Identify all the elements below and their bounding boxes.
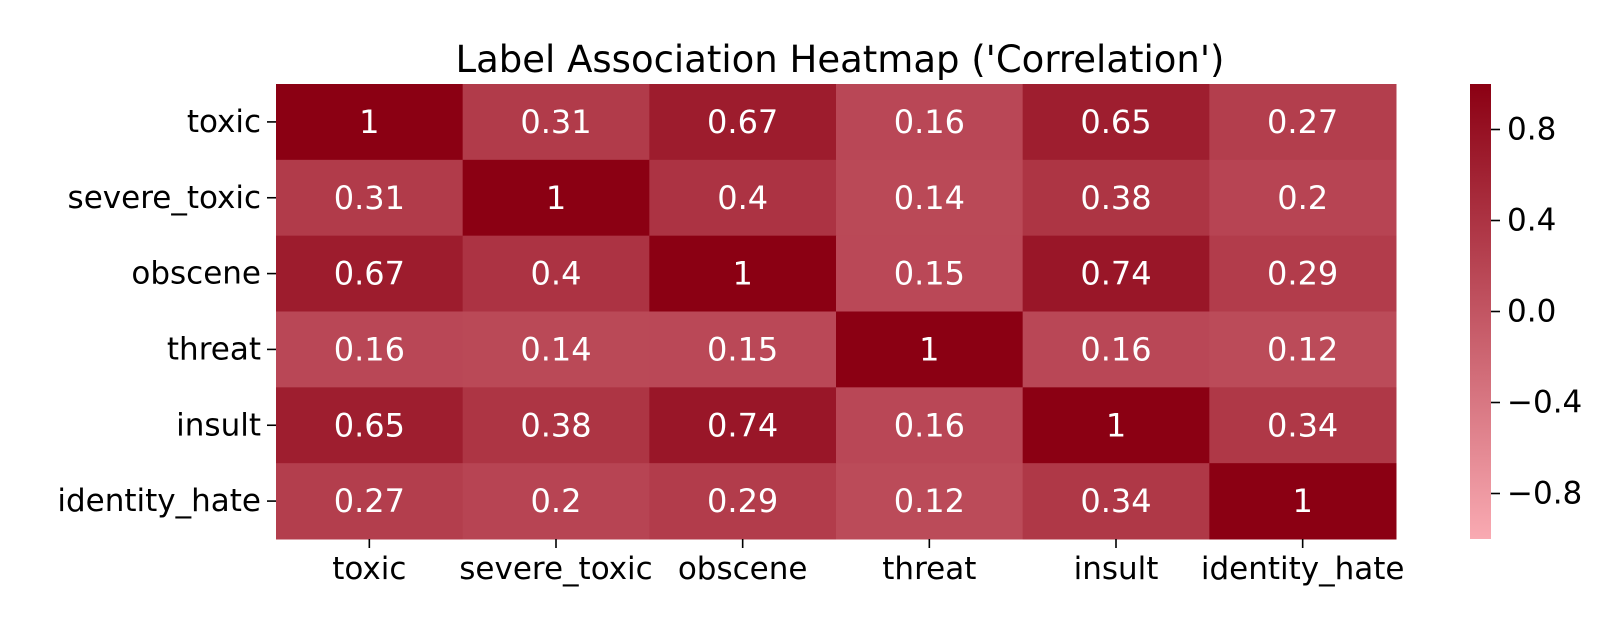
x-tick-label: toxic	[332, 551, 406, 587]
heatmap-cell	[462, 387, 650, 464]
colorbar-tick-label: 0.4	[1507, 203, 1556, 239]
heatmap-cell	[1022, 235, 1210, 312]
chart-title: Label Association Heatmap ('Correlation'…	[456, 38, 1225, 81]
x-axis: toxic severe_toxic obscene threat insult iden…	[332, 539, 1404, 587]
y-tick-label: threat	[167, 331, 261, 367]
heatmap-cell-label: 0.29	[707, 482, 778, 520]
heatmap-cell	[1022, 463, 1210, 540]
heatmap-cell-label: 0.31	[334, 179, 405, 217]
colorbar-tick-label: 0.0	[1507, 294, 1556, 330]
heatmap-cell	[1022, 159, 1210, 237]
heatmap-cell-label: 0.2	[1277, 179, 1328, 217]
heatmap-cell	[1209, 235, 1397, 312]
heatmap-cell	[276, 463, 464, 540]
heatmap-cell-label: 0.4	[531, 255, 582, 293]
heatmap-cell	[462, 159, 650, 237]
heatmap-cell	[649, 463, 837, 540]
heatmap-cell-label: 0.12	[894, 482, 965, 520]
colorbar: 0.8 0.4 0.0 −0.4 −0.8	[1470, 84, 1582, 539]
heatmap-cell-label: 0.38	[1080, 179, 1151, 217]
heatmap-cell-label: 1	[1292, 482, 1312, 520]
heatmap-cell	[276, 84, 464, 161]
colorbar-gradient	[1470, 84, 1491, 539]
y-tick-label: insult	[176, 407, 261, 443]
heatmap-cell	[836, 84, 1024, 161]
heatmap-cell-label: 0.38	[520, 406, 591, 444]
heatmap-cell-label: 0.15	[707, 330, 778, 368]
heatmap-cell-label: 0.34	[1080, 482, 1151, 520]
x-tick-label: insult	[1074, 551, 1159, 587]
heatmap-cell	[836, 387, 1024, 464]
heatmap-cell-label: 1	[359, 103, 379, 141]
heatmap-cell	[276, 387, 464, 464]
heatmap-cell-label: 0.27	[1267, 103, 1338, 141]
heatmap-cell-label: 0.16	[894, 406, 965, 444]
heatmap-cell	[462, 84, 650, 161]
heatmap-cell	[462, 311, 650, 388]
heatmap-cell	[1209, 311, 1397, 388]
heatmap-cell-label: 1	[732, 255, 752, 293]
heatmap-cell	[1022, 311, 1210, 388]
heatmap-cell-label: 0.29	[1267, 255, 1338, 293]
y-tick-label: obscene	[131, 256, 261, 292]
heatmap-cell-label: 1	[546, 179, 566, 217]
heatmap-cell	[836, 235, 1024, 312]
heatmap-cell-label: 0.4	[717, 179, 768, 217]
heatmap-cell	[649, 159, 837, 237]
heatmap-cell	[1209, 387, 1397, 464]
heatmap-cell-label: 0.2	[531, 482, 582, 520]
x-tick-label: obscene	[678, 551, 808, 587]
heatmap-cell-label: 0.31	[520, 103, 591, 141]
heatmap-cell-label: 0.65	[1080, 103, 1151, 141]
heatmap-cell	[462, 463, 650, 540]
heatmap-cell	[1209, 159, 1397, 237]
heatmap-cell-label: 0.16	[334, 330, 405, 368]
heatmap-cell-label: 0.27	[334, 482, 405, 520]
heatmap-cell	[649, 235, 837, 312]
colorbar-tick-label: −0.8	[1507, 476, 1582, 512]
heatmap-cell-label: 0.14	[520, 330, 591, 368]
heatmap-cell	[649, 387, 837, 464]
heatmap-cell-label: 0.15	[894, 255, 965, 293]
x-tick-label: threat	[882, 551, 976, 587]
heatmap-cell-label: 0.16	[894, 103, 965, 141]
heatmap-cell-label: 0.12	[1267, 330, 1338, 368]
heatmap-cell	[836, 159, 1024, 237]
heatmap-cell-label: 0.67	[707, 103, 778, 141]
heatmap-cell-label: 0.74	[1080, 255, 1151, 293]
heatmap-cell-label: 0.34	[1267, 406, 1338, 444]
heatmap-cell	[649, 311, 837, 388]
heatmap-cell	[1209, 84, 1397, 161]
heatmap-cell	[276, 159, 464, 237]
heatmap-cell	[276, 235, 464, 312]
heatmap-cell	[1022, 84, 1210, 161]
colorbar-tick-label: −0.4	[1507, 385, 1582, 421]
heatmap-cell	[836, 311, 1024, 388]
y-tick-label: toxic	[187, 104, 261, 140]
heatmap-cell-label: 0.16	[1080, 330, 1151, 368]
heatmap-cells	[276, 84, 1397, 540]
heatmap-cell-label: 0.65	[334, 406, 405, 444]
colorbar-tick-label: 0.8	[1507, 112, 1556, 148]
heatmap-cell	[1209, 463, 1397, 540]
x-tick-label: identity_hate	[1201, 551, 1405, 587]
heatmap-cell-label: 0.74	[707, 406, 778, 444]
heatmap-cell	[462, 235, 650, 312]
heatmap-cell-label: 1	[919, 330, 939, 368]
y-tick-label: severe_toxic	[68, 180, 261, 216]
heatmap-cell-label: 1	[1106, 406, 1126, 444]
heatmap-cell	[1022, 387, 1210, 464]
heatmap-cell	[276, 311, 464, 388]
x-tick-label: severe_toxic	[459, 551, 652, 587]
y-tick-label: identity_hate	[57, 483, 261, 519]
heatmap-cell-label: 0.67	[334, 255, 405, 293]
heatmap-cell	[649, 84, 837, 161]
heatmap-cell-label: 0.14	[894, 179, 965, 217]
heatmap-cell	[836, 463, 1024, 540]
heatmap-cell-labels: 1 0.31 0.67 0.16 0.65 0.27 0.31 1 0.4 0.14 0.38 0.2…	[334, 103, 1339, 520]
